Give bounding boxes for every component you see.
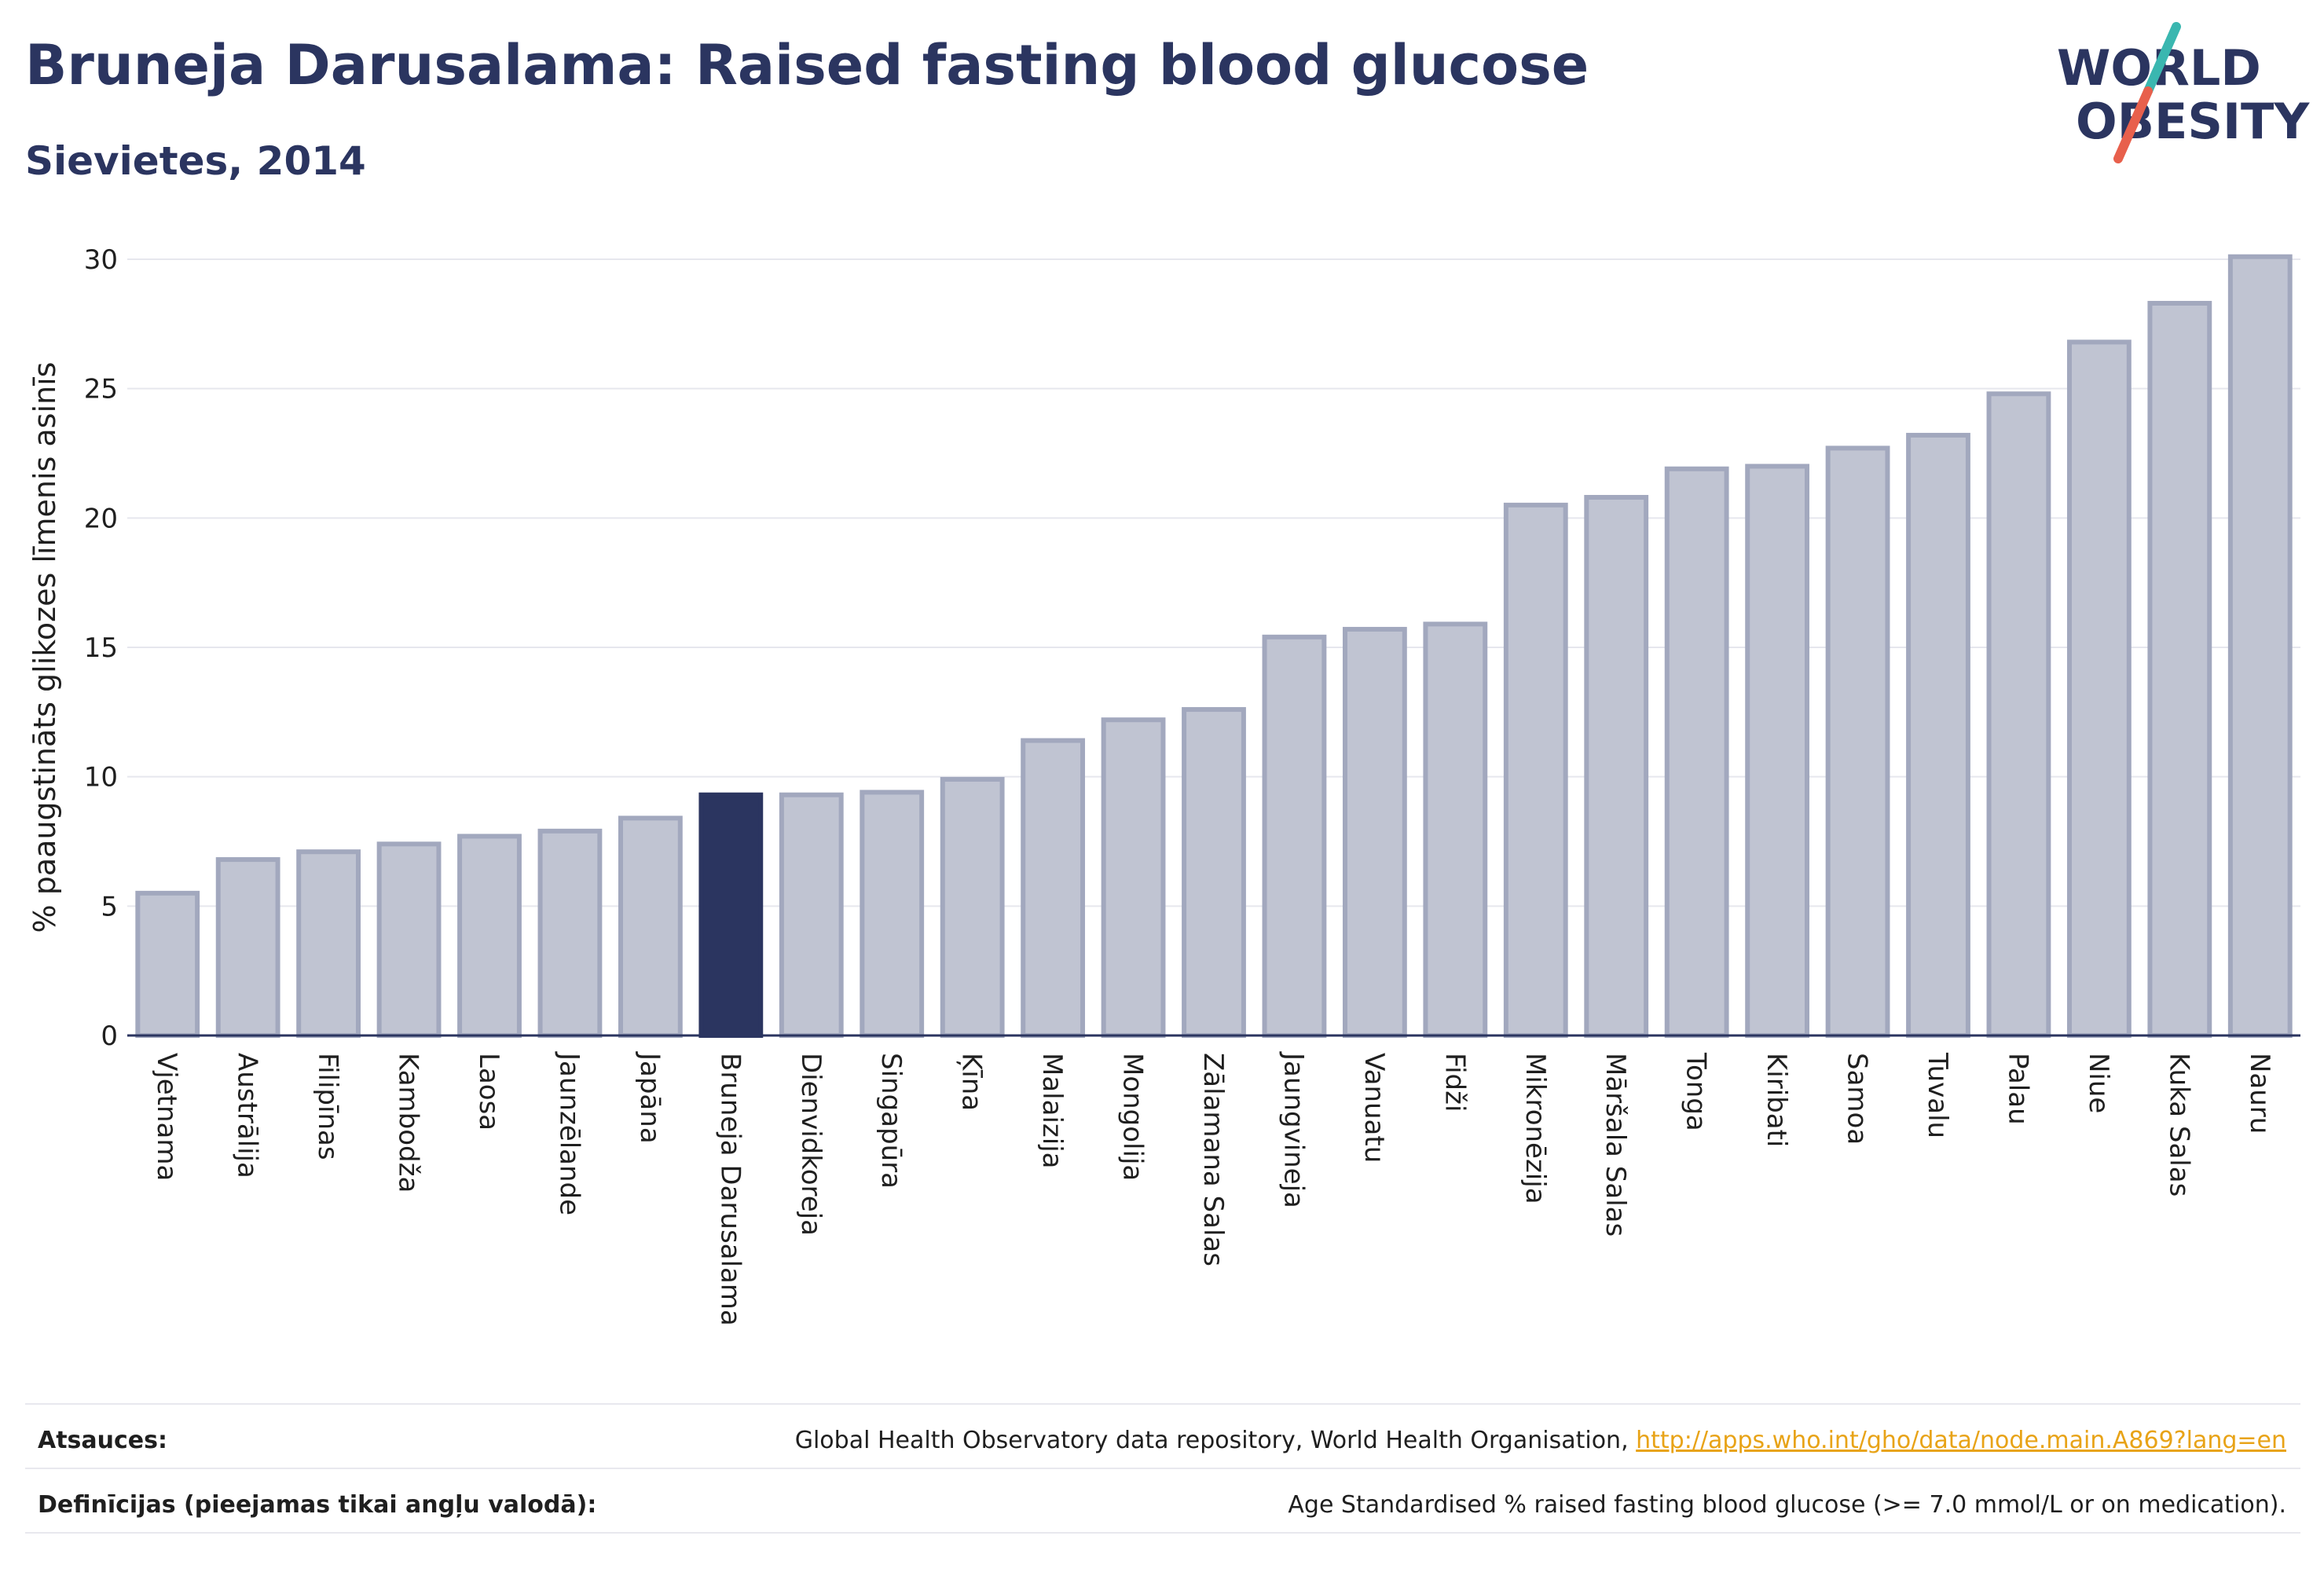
bar-palau — [1986, 391, 2051, 1038]
bar-bruneja-darusalama — [698, 792, 764, 1038]
world-obesity-logo: WORLD OBESITY — [2051, 22, 2310, 171]
x-tick-label: Vjetnama — [151, 1053, 182, 1181]
bar-vanuatu — [1342, 626, 1407, 1038]
bar-māršala-salas — [1584, 494, 1649, 1038]
y-tick-label: 25 — [84, 374, 118, 405]
x-tick-label: Bruneja Darusalama — [714, 1053, 746, 1326]
x-tick-label: Zālamana Salas — [1197, 1053, 1229, 1266]
x-tick-label: Jaungvineja — [1277, 1051, 1309, 1208]
x-tick-label: Ķīna — [956, 1053, 988, 1111]
x-tick-label: Austrālija — [232, 1053, 263, 1178]
labels: 0 5 10 15 20 25 30 Vjetnama Austrālija Filipīnas K… — [27, 244, 2275, 1326]
bar-singapūra — [860, 790, 925, 1039]
bar-austrālija — [215, 857, 280, 1039]
sources-value: Global Health Observatory data repositor… — [795, 1427, 2286, 1454]
bar-fidži — [1423, 621, 1488, 1038]
x-tick-label: Kuka Salas — [2163, 1053, 2194, 1197]
x-tick-label: Tuvalu — [1922, 1052, 1953, 1138]
bar-kiribati — [1745, 464, 1810, 1038]
bar-mongolija — [1101, 717, 1166, 1038]
sources-link[interactable]: http://apps.who.int/gho/data/node.main.A… — [1636, 1427, 2286, 1454]
chart-subtitle: Sievietes, 2014 — [25, 138, 366, 184]
footer-divider-bottom — [25, 1532, 2300, 1534]
bar-laosa — [457, 834, 522, 1038]
x-tick-label: Mongolija — [1117, 1053, 1149, 1181]
x-tick-label: Jaunzēlande — [553, 1051, 585, 1215]
x-tick-label: Laosa — [473, 1053, 504, 1131]
x-tick-label: Fidži — [1439, 1053, 1470, 1112]
bar-samoa — [1825, 445, 1890, 1038]
x-tick-label: Singapūra — [875, 1053, 907, 1189]
x-tick-label: Mikronēzija — [1519, 1053, 1551, 1204]
bar-kambodža — [376, 841, 442, 1038]
logo-slash-icon — [2113, 22, 2181, 163]
sources-label: Atsauces: — [38, 1427, 167, 1454]
bar-jaunzēlande — [537, 828, 603, 1038]
y-tick-label: 10 — [84, 762, 118, 793]
x-tick-label: Vanuatu — [1358, 1053, 1390, 1163]
bar-kuka-salas — [2147, 300, 2212, 1038]
x-tick-label: Palau — [2002, 1053, 2033, 1125]
bar-filipīnas — [296, 849, 361, 1038]
x-tick-label: Malaizija — [1036, 1053, 1068, 1168]
chart-title: Bruneja Darusalama: Raised fasting blood… — [25, 33, 1589, 97]
bar-jaungvineja — [1262, 634, 1327, 1038]
y-tick-label: 0 — [101, 1021, 118, 1052]
y-tick-label: 20 — [84, 503, 118, 534]
x-tick-label: Kiribati — [1761, 1053, 1792, 1147]
bar-vjetnama — [135, 890, 200, 1039]
bar-ķīna — [940, 776, 1005, 1039]
x-tick-label: Samoa — [1842, 1053, 1873, 1145]
x-tick-label: Māršala Salas — [1600, 1053, 1631, 1237]
footer-divider-top — [25, 1403, 2300, 1405]
y-axis-title: % paaugstināts glikozes līmenis asinīs — [27, 362, 62, 933]
logo-line2: OBESITY — [2076, 93, 2310, 150]
x-tick-label: Niue — [2083, 1053, 2114, 1113]
bar-dienvidkoreja — [779, 792, 844, 1038]
bar-tonga — [1664, 466, 1729, 1038]
bar-malaizija — [1021, 738, 1086, 1038]
definitions-value: Age Standardised % raised fasting blood … — [1288, 1491, 2286, 1519]
x-tick-label: Dienvidkoreja — [795, 1053, 827, 1236]
sources-text: Global Health Observatory data repositor… — [794, 1427, 1637, 1454]
x-tick-label: Nauru — [2244, 1053, 2275, 1134]
bar-tuvalu — [1906, 432, 1970, 1038]
x-tick-label: Japāna — [634, 1051, 665, 1144]
bar-chart: 0 5 10 15 20 25 30 Vjetnama Austrālija Filipīnas K… — [27, 244, 2300, 1326]
footer-divider-middle — [25, 1468, 2300, 1469]
bar-mikronēzija — [1503, 502, 1568, 1038]
x-tick-label: Tonga — [1681, 1052, 1712, 1131]
y-tick-label: 5 — [101, 891, 118, 922]
bar-niue — [2066, 339, 2132, 1038]
y-tick-label: 30 — [84, 244, 118, 276]
bar-nauru — [2227, 254, 2293, 1038]
bar-japāna — [618, 815, 683, 1038]
definitions-label: Definīcijas (pieejamas tikai angļu valod… — [38, 1491, 597, 1519]
y-tick-label: 15 — [84, 632, 118, 664]
x-tick-label: Kambodža — [393, 1053, 424, 1193]
bar-zālamana-salas — [1182, 707, 1246, 1038]
bars — [135, 254, 2293, 1039]
x-tick-label: Filipīnas — [312, 1053, 343, 1160]
